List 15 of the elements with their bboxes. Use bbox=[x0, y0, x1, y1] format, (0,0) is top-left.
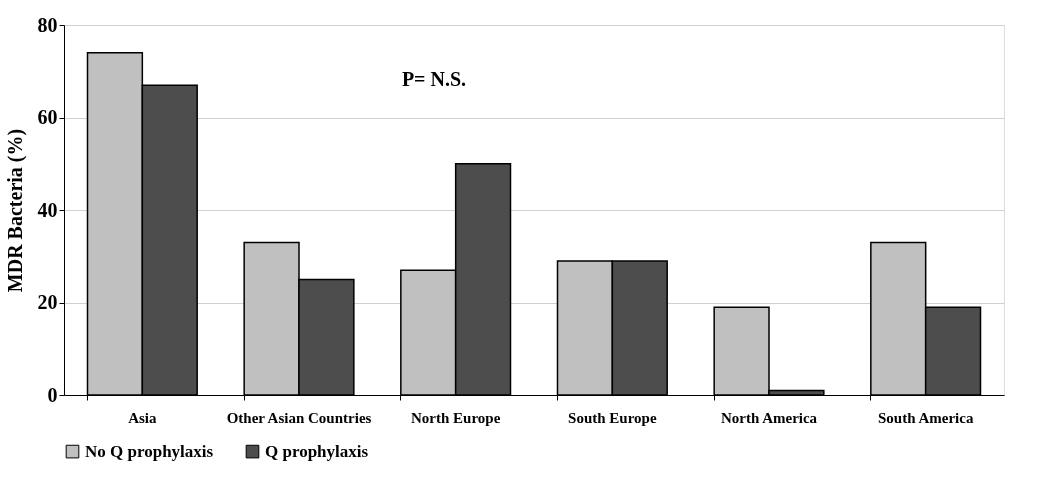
annotation: P= N.S. bbox=[401, 68, 467, 90]
legend-label: No Q prophylaxis bbox=[85, 441, 214, 461]
y-tick-label: 60 bbox=[37, 106, 58, 128]
x-tick-label: South Europe bbox=[568, 409, 657, 426]
x-tick-label: Other Asian Countries bbox=[226, 409, 372, 426]
y-axis-title: MDR Bacteria (%) bbox=[3, 128, 27, 293]
x-tick-label: Asia bbox=[128, 409, 157, 426]
y-tick-label: 40 bbox=[37, 198, 58, 221]
y-tick-label: 20 bbox=[37, 291, 58, 313]
y-tick-label: 0 bbox=[47, 383, 58, 406]
x-tick-label: South America bbox=[877, 409, 974, 426]
legend-label: Q prophylaxis bbox=[265, 441, 369, 461]
x-tick-label: North America bbox=[720, 409, 818, 426]
x-tick-label: North Europe bbox=[411, 409, 501, 426]
y-tick-label: 80 bbox=[37, 13, 58, 36]
